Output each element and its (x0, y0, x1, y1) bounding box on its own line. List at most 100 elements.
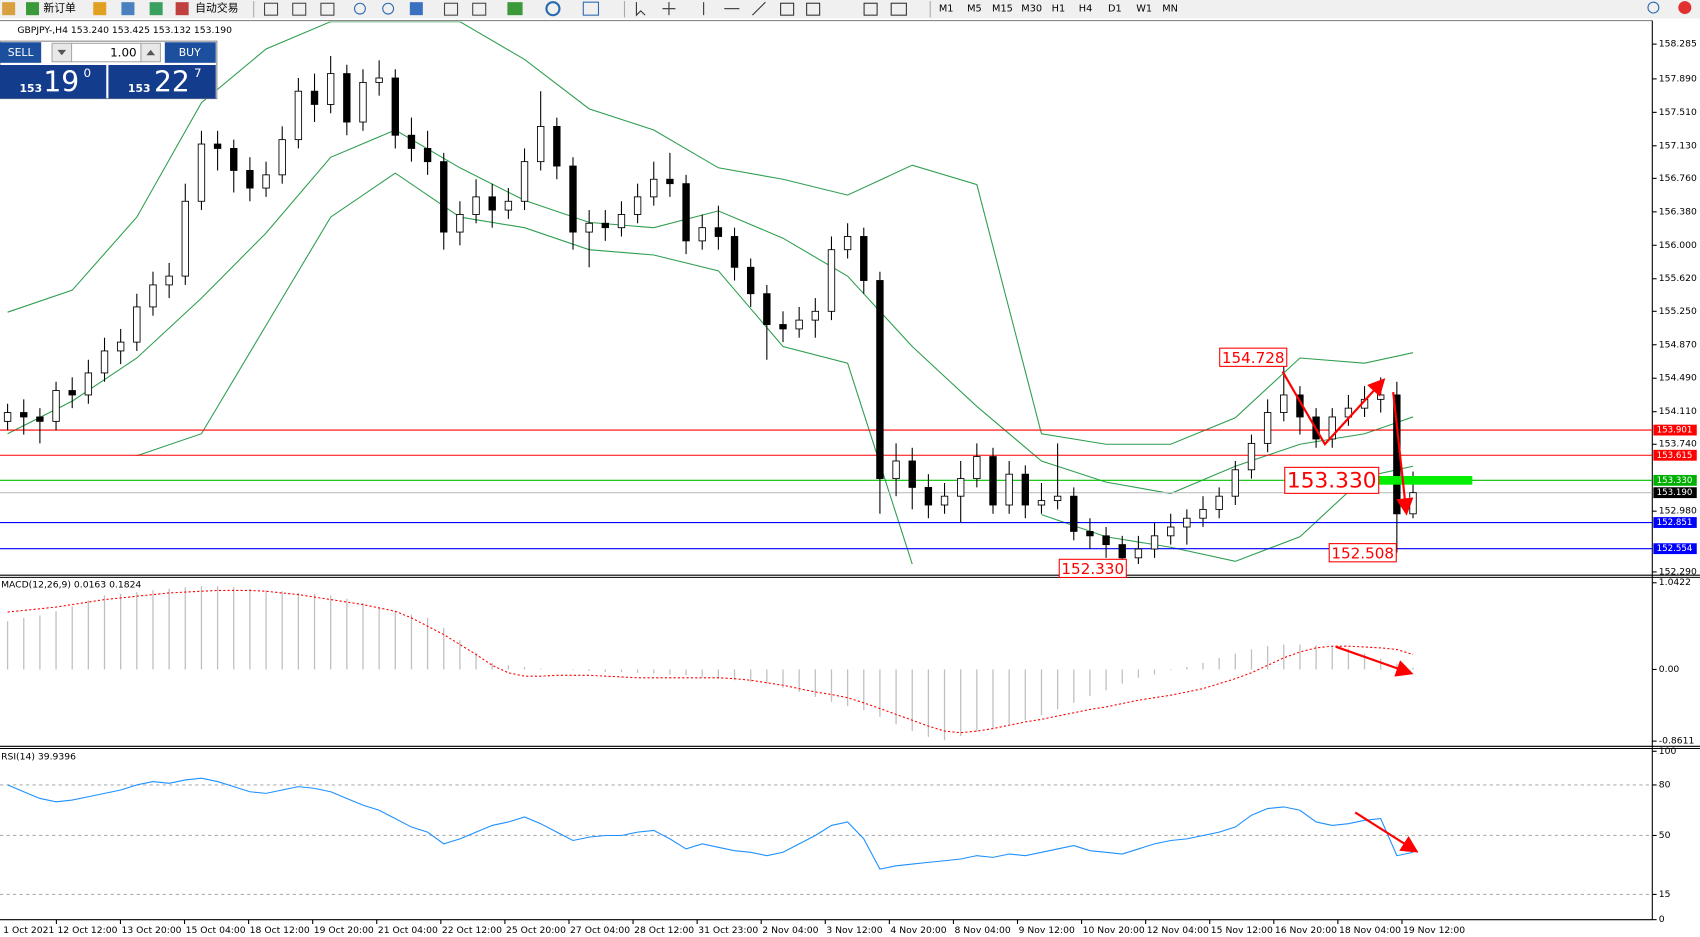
sell-label[interactable]: SELL (8, 46, 34, 59)
shapes-icon[interactable] (890, 2, 907, 16)
lot-value[interactable]: 1.00 (110, 46, 137, 60)
y-tick-label: 0.00 (1659, 664, 1680, 675)
auto-trading-icon[interactable] (175, 2, 189, 16)
new-order-icon[interactable] (26, 2, 40, 16)
crosshair-icon[interactable] (662, 2, 676, 16)
candle-body (84, 372, 93, 396)
y-tick-label: 50 (1659, 830, 1671, 841)
candle-body (924, 486, 933, 506)
candle-body (1215, 495, 1223, 510)
candle-body (940, 495, 949, 506)
candle-icon[interactable] (292, 2, 307, 16)
alert-icon[interactable] (1678, 1, 1692, 15)
buy-button[interactable] (164, 42, 216, 63)
scroll-icon[interactable] (443, 2, 459, 16)
new-order[interactable]: 新订单 (43, 1, 76, 15)
candle-body (456, 214, 464, 233)
icon[interactable] (2, 2, 16, 16)
x-tick-label: 15 Oct 04:00 (186, 925, 246, 936)
icon[interactable] (93, 2, 107, 16)
y-tick-label: 152.980 (1659, 506, 1697, 517)
candle-body (262, 174, 270, 189)
timeframe[interactable]: MN (1162, 4, 1178, 15)
timeframe[interactable]: W1 (1136, 4, 1152, 15)
candle-body (1247, 442, 1256, 471)
candle-body (133, 306, 141, 343)
buy-fraction[interactable]: 7 (194, 66, 202, 80)
candle-body (698, 227, 706, 242)
icon[interactable] (149, 2, 163, 16)
candle-body (343, 73, 351, 123)
sell-price[interactable] (0, 64, 107, 99)
pane (0, 21, 1653, 569)
candle-body (585, 222, 593, 233)
price-level-box (1653, 474, 1697, 486)
buy-label[interactable]: BUY (179, 46, 201, 59)
signal-line (7, 589, 1414, 734)
timeframe[interactable]: H4 (1079, 4, 1093, 15)
timeframe[interactable]: M5 (967, 4, 982, 15)
candle-body (1021, 473, 1029, 506)
timeframe[interactable]: M15 (992, 4, 1013, 15)
candle-body (795, 319, 803, 330)
fibo-icon[interactable] (806, 2, 821, 16)
sell-big-figure[interactable]: 153 (20, 82, 43, 95)
icon[interactable] (121, 2, 135, 16)
x-tick-label: 10 Nov 20:00 (1083, 925, 1145, 936)
candle-body (1053, 495, 1062, 502)
buy-pips[interactable]: 22 (154, 65, 190, 98)
x-tick-label: 18 Nov 04:00 (1339, 925, 1401, 936)
channel-icon[interactable] (780, 2, 795, 16)
timeframe[interactable]: D1 (1108, 4, 1122, 15)
candle-body (1086, 530, 1094, 537)
sell-button[interactable] (0, 42, 42, 63)
y-tick-label: 15 (1659, 889, 1671, 900)
sell-pips[interactable]: 19 (43, 65, 79, 98)
line-icon[interactable] (320, 2, 335, 16)
text-icon[interactable] (863, 2, 878, 16)
candle-body (100, 350, 109, 374)
timeframe[interactable]: H1 (1052, 4, 1066, 15)
tile-icon[interactable] (409, 2, 423, 16)
pane-title: RSI(14) 39.9396 (1, 752, 76, 763)
annotation: 152.330 (1061, 560, 1124, 578)
annotation-box (1058, 558, 1127, 579)
buy-price[interactable] (108, 64, 216, 99)
zoom-in[interactable] (353, 2, 366, 15)
sell-fraction[interactable]: 0 (83, 66, 91, 80)
bar-chart-icon[interactable] (263, 2, 279, 16)
price-level-label: 152.851 (1657, 518, 1693, 528)
x-tick-label: 27 Oct 04:00 (570, 925, 630, 936)
candle-body (149, 284, 157, 308)
timeframe[interactable]: M1 (939, 4, 954, 15)
y-tick-label: 157.510 (1659, 107, 1697, 118)
template-icon[interactable] (582, 1, 600, 16)
candle-body (472, 196, 480, 215)
candle-body (1134, 548, 1143, 559)
search-icon[interactable] (1647, 1, 1660, 14)
cursor-icon[interactable] (635, 2, 646, 17)
buy-big-figure[interactable]: 153 (128, 82, 151, 95)
arrow (1354, 811, 1419, 853)
auto-trading[interactable]: 自动交易 (195, 1, 238, 15)
price-level-box (1653, 449, 1697, 461)
timeframe[interactable]: M30 (1021, 4, 1042, 15)
candle-body (440, 161, 448, 233)
candle-body (811, 310, 819, 321)
price-level-label: 153.901 (1657, 426, 1693, 436)
trend-icon[interactable] (752, 1, 766, 16)
annotation: 153.330 (1287, 468, 1377, 493)
y-tick-label: 156.760 (1659, 173, 1697, 184)
candle-body (1005, 473, 1013, 506)
x-tick-label: 28 Oct 12:00 (634, 925, 694, 936)
periods-icon[interactable] (545, 1, 561, 17)
zoom-out[interactable] (382, 2, 395, 15)
indicators-icon[interactable] (507, 2, 523, 16)
shift-icon[interactable] (472, 2, 487, 16)
x-tick-label: 3 Nov 12:00 (826, 925, 882, 936)
candle-body (52, 390, 60, 422)
pane (0, 777, 1653, 895)
x-tick-label: 4 Nov 20:00 (890, 925, 946, 936)
